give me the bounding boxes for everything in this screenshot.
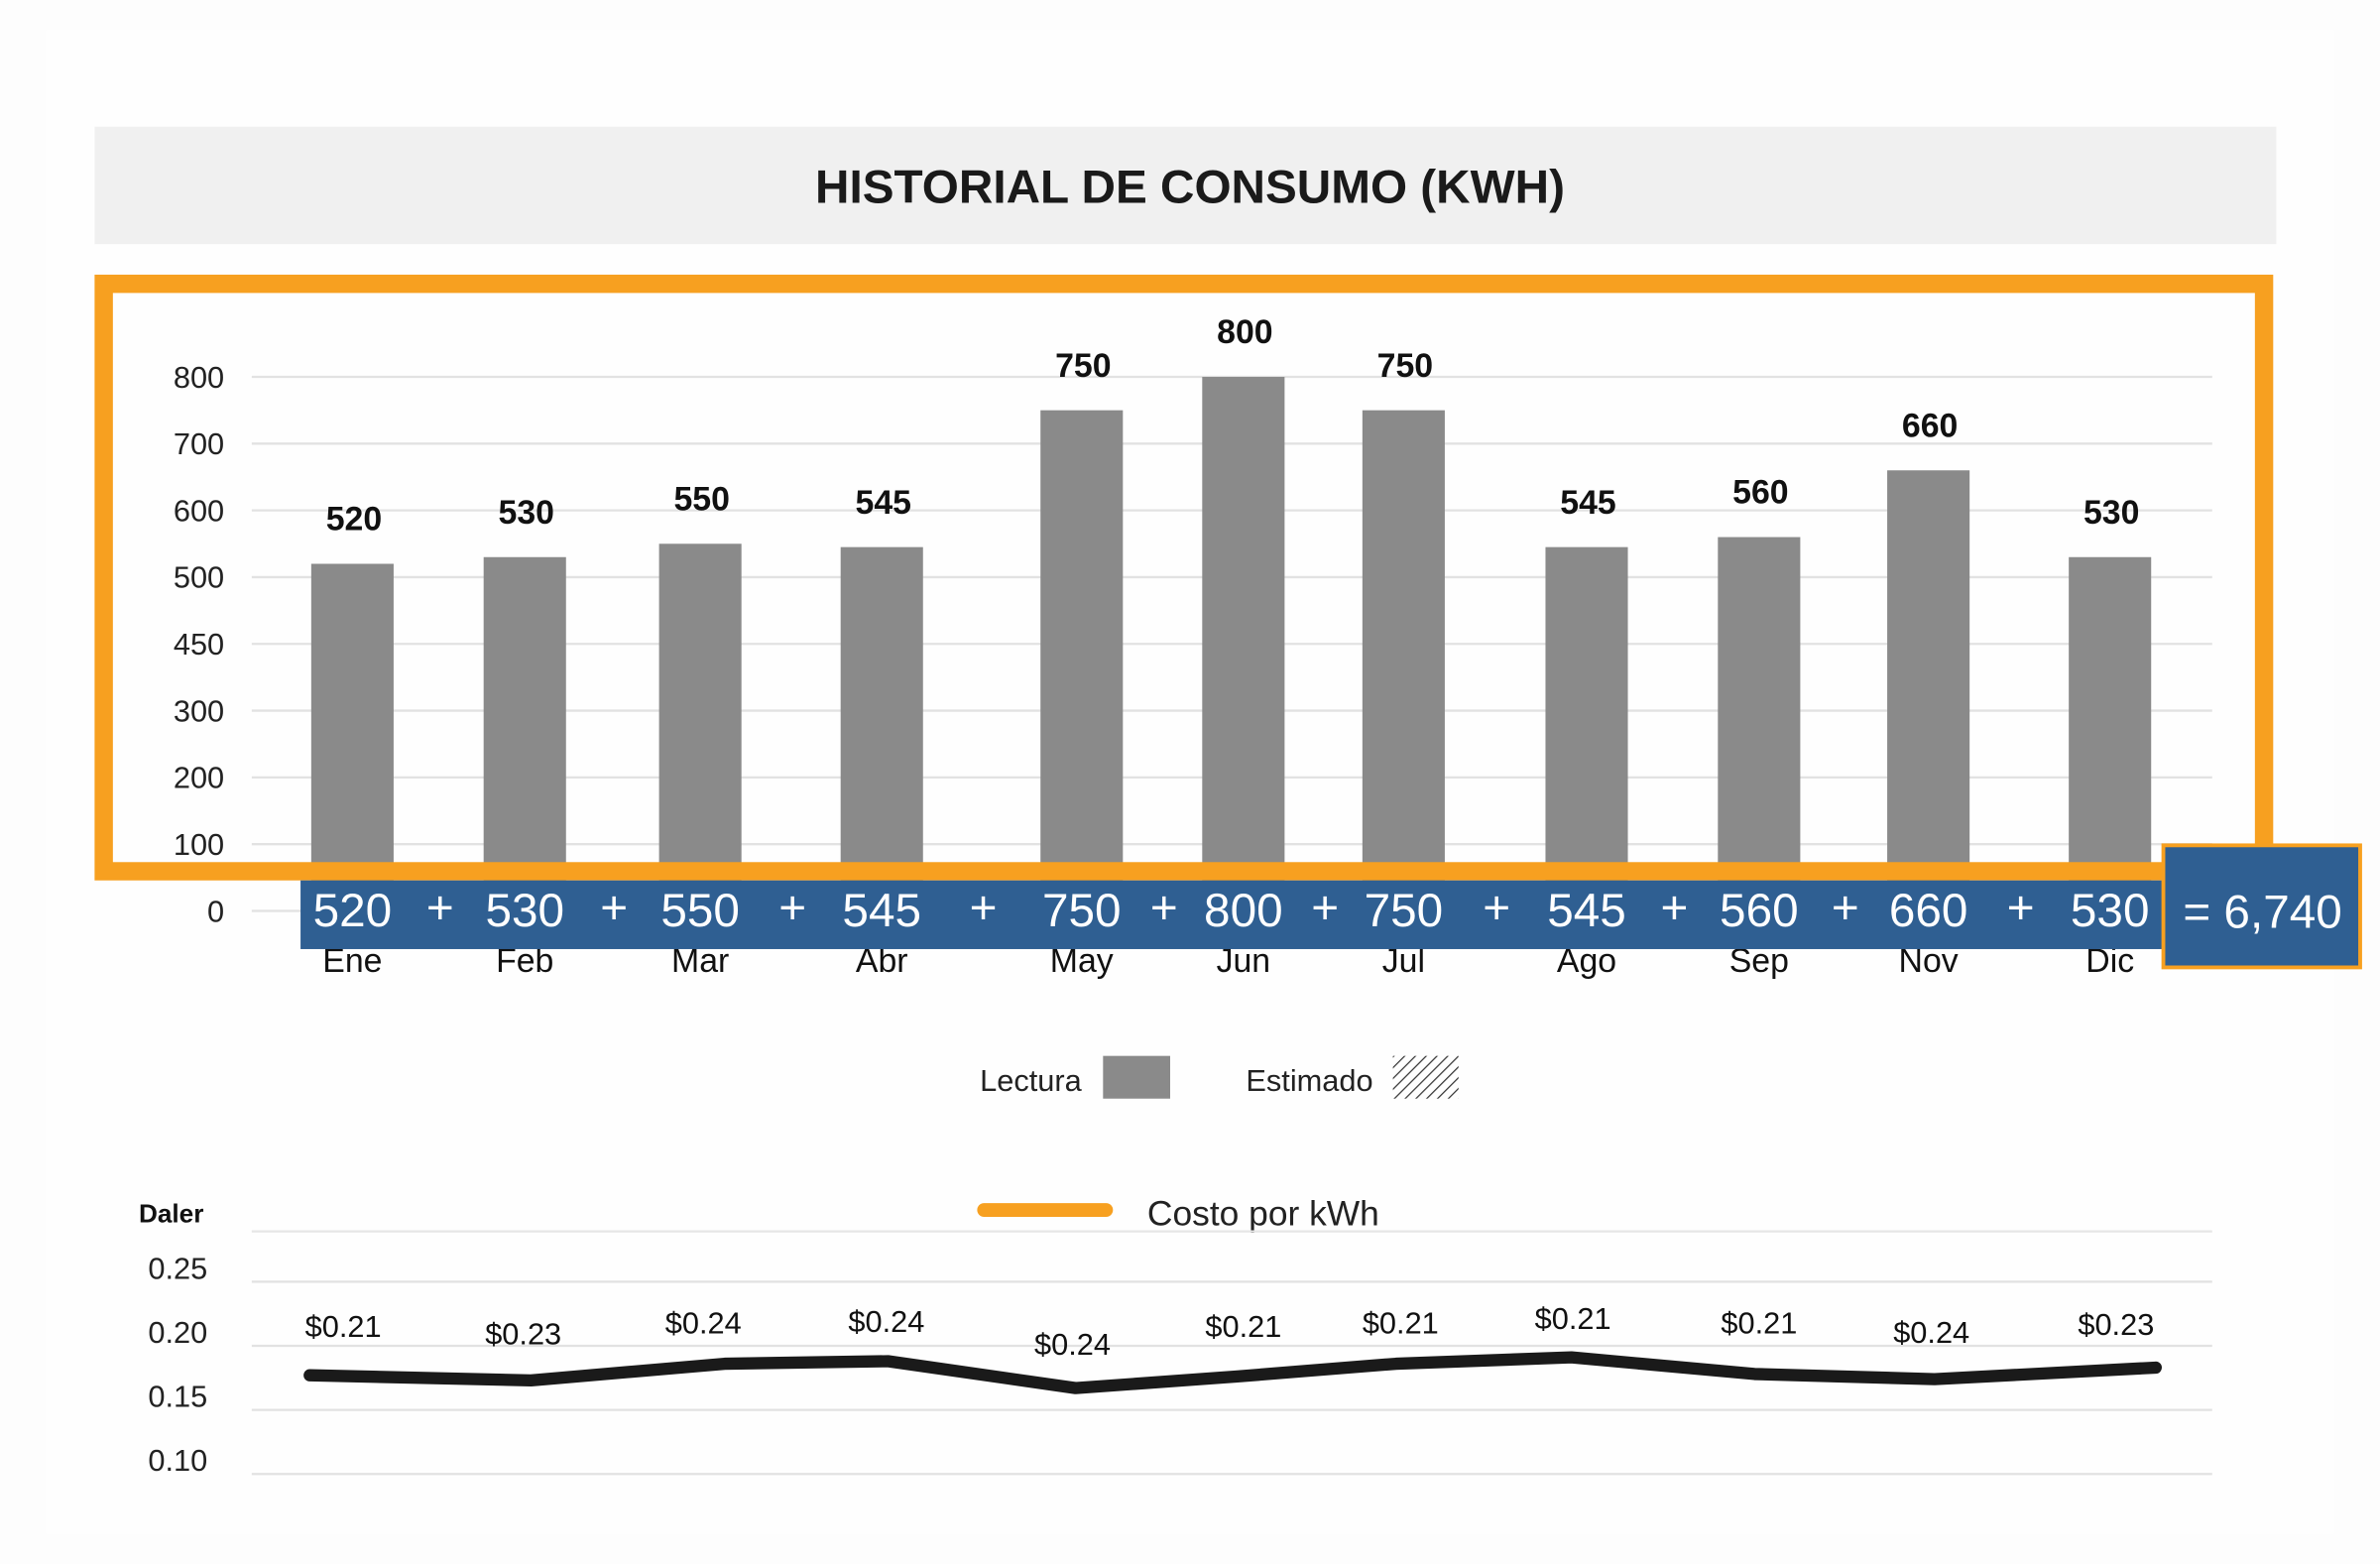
sum-term: 520: [313, 885, 393, 937]
bar-legend: Lectura Estimado: [980, 1055, 1459, 1099]
cost-point-label: $0.24: [1893, 1315, 1969, 1350]
y-tick-label: 0.10: [148, 1443, 207, 1478]
sum-term: 530: [485, 885, 564, 937]
bar-may: [1040, 410, 1124, 911]
cost-point-label: $0.24: [665, 1306, 742, 1341]
bar-dic: [2069, 556, 2152, 911]
legend-estimado-swatch: [1392, 1055, 1459, 1099]
plus-sign: +: [600, 882, 628, 934]
y-tick-label: 450: [174, 627, 224, 662]
bar-ago: [1545, 546, 1628, 911]
bar-value-label: 750: [1377, 347, 1433, 385]
y-tick-label: 0.20: [148, 1315, 207, 1350]
bar-nov: [1887, 470, 1970, 911]
plus-sign: +: [970, 882, 998, 934]
bar-value-label: 750: [1055, 347, 1111, 385]
bar-value-label: 660: [1902, 407, 1958, 444]
bar-value-label: 530: [499, 494, 554, 532]
plus-sign: +: [1311, 882, 1339, 934]
sum-term: 800: [1204, 885, 1283, 937]
y-tick-label: 700: [174, 426, 224, 461]
bar-mar: [658, 543, 742, 911]
bar-value-label: 520: [326, 501, 382, 539]
y-tick-label: 300: [174, 693, 224, 728]
cost-point-label: $0.24: [848, 1304, 924, 1339]
bar-sep: [1718, 537, 1801, 911]
plus-sign: +: [1483, 882, 1510, 934]
plus-sign: +: [426, 882, 454, 934]
plus-sign: +: [1832, 882, 1859, 934]
y-tick-label: 500: [174, 560, 224, 595]
cost-point-label: $0.21: [305, 1309, 382, 1344]
cost-point-label: $0.21: [1535, 1301, 1611, 1336]
chart-title: HISTORIAL DE CONSUMO (KWH): [815, 162, 1565, 214]
plus-sign: +: [2007, 882, 2035, 934]
total-label: = 6,740: [2183, 886, 2341, 938]
sum-strip: [300, 880, 2163, 949]
bar-value-label: 560: [1732, 474, 1788, 512]
bar-value-label: 530: [2083, 494, 2139, 532]
cost-point-label: $0.21: [1363, 1306, 1439, 1341]
y-tick-label: 0: [207, 894, 224, 928]
y-tick-label: 0.25: [148, 1251, 207, 1285]
sum-term: 550: [660, 885, 740, 937]
bar-value-label: 550: [673, 480, 729, 518]
bar-value-label: 545: [1560, 484, 1615, 522]
line-y-label: Daler: [139, 1198, 203, 1228]
sum-term: 560: [1720, 885, 1799, 937]
cost-point-label: $0.21: [1205, 1309, 1281, 1344]
sum-term: 545: [842, 885, 921, 937]
y-tick-label: 100: [174, 827, 224, 862]
cost-point-label: $0.23: [2078, 1307, 2154, 1342]
sum-term: 530: [2071, 885, 2150, 937]
legend-lectura-swatch: [1103, 1055, 1170, 1099]
bar-value-label: 545: [856, 484, 911, 522]
bar-jun: [1202, 377, 1285, 911]
legend-estimado-label: Estimado: [1246, 1063, 1372, 1098]
title-band: [94, 126, 2277, 245]
plus-sign: +: [778, 882, 806, 934]
bar-jul: [1362, 410, 1445, 911]
line-legend-label: Costo por kWh: [1147, 1194, 1379, 1233]
sum-term: 660: [1889, 885, 1968, 937]
cost-point-label: $0.24: [1034, 1327, 1111, 1362]
sum-term: 750: [1042, 885, 1122, 937]
plus-sign: +: [1661, 882, 1689, 934]
legend-lectura-label: Lectura: [980, 1063, 1082, 1098]
y-tick-label: 200: [174, 761, 224, 795]
y-tick-label: 800: [174, 360, 224, 395]
bar-value-label: 800: [1217, 313, 1272, 351]
highlight-frame: [94, 274, 2274, 881]
sum-term: 750: [1365, 885, 1444, 937]
y-tick-label: 0.15: [148, 1380, 207, 1414]
bar-feb: [483, 556, 566, 911]
plus-sign: +: [1150, 882, 1178, 934]
cost-point-label: $0.21: [1721, 1306, 1797, 1341]
total-box: [2161, 843, 2362, 970]
bar-abr: [840, 546, 923, 911]
y-tick-label: 600: [174, 493, 224, 528]
sum-term: 545: [1547, 885, 1626, 937]
bar-ene: [310, 563, 394, 911]
cost-point-label: $0.23: [485, 1316, 561, 1351]
